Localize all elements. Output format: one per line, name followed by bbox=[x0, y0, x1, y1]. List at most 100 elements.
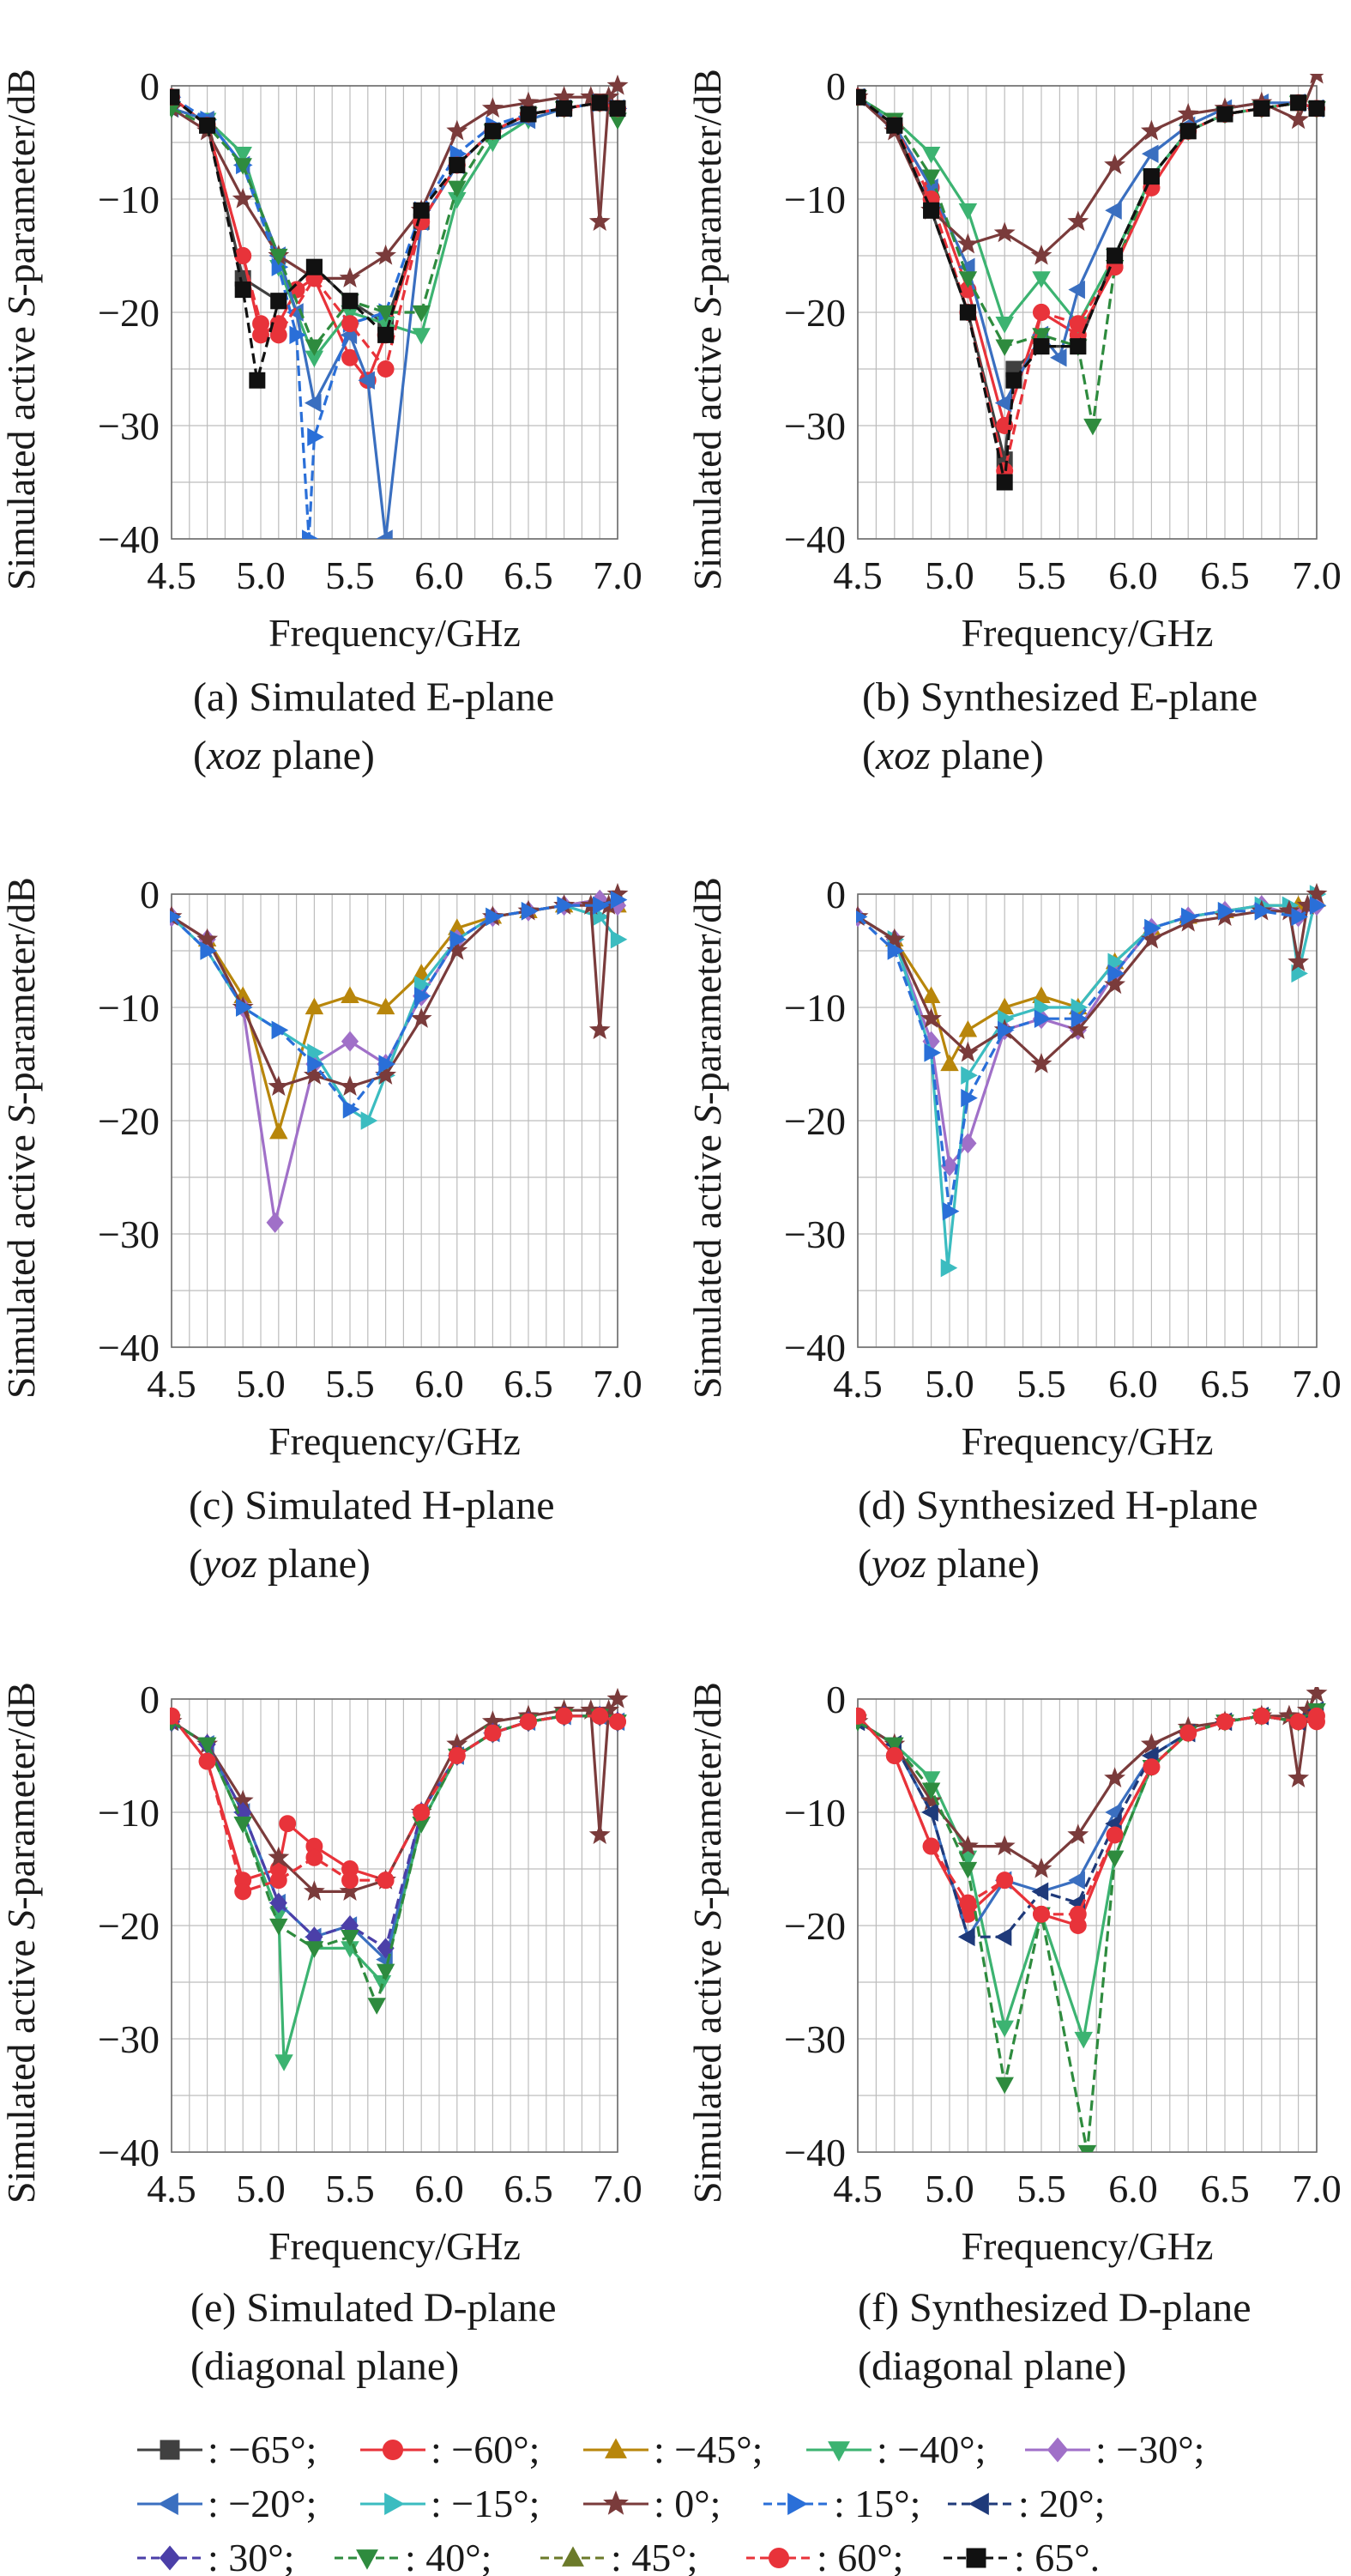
data-point bbox=[232, 187, 254, 209]
plot-frame bbox=[171, 1698, 618, 2153]
x-tick-label: 6.0 bbox=[1108, 553, 1158, 597]
chart-panel-6: 4.5 5.0 5.5 6.0 6.5 7.0 0 −10 −20 −30 −40 Frequency… bbox=[685, 1678, 1342, 2389]
y-tick-label: −10 bbox=[784, 178, 846, 221]
data-point bbox=[449, 156, 466, 173]
data-point bbox=[958, 203, 978, 221]
y-tick-label: −10 bbox=[784, 986, 846, 1030]
data-point bbox=[339, 267, 361, 288]
data-point bbox=[412, 328, 431, 345]
data-point bbox=[341, 315, 359, 333]
legend-marker bbox=[384, 2493, 405, 2515]
y-axis-label: Simulated active S-parameter/dB bbox=[0, 877, 43, 1399]
data-point bbox=[1306, 882, 1328, 904]
data-point bbox=[196, 928, 219, 949]
y-axis-label-italic: S bbox=[0, 297, 43, 317]
data-point bbox=[1291, 964, 1308, 983]
panel-caption-sub: (yoz plane) bbox=[189, 1541, 371, 1587]
data-point bbox=[1005, 372, 1022, 389]
y-tick-label: −30 bbox=[784, 1212, 846, 1256]
data-point bbox=[959, 1894, 977, 1912]
data-point bbox=[200, 941, 217, 960]
data-point bbox=[520, 1713, 537, 1731]
x-tick-label: 6.5 bbox=[504, 553, 553, 597]
y-tick-label: 0 bbox=[140, 1678, 160, 1721]
data-point bbox=[1104, 1767, 1126, 1788]
data-point bbox=[1033, 338, 1050, 355]
data-point bbox=[376, 1963, 395, 1981]
data-point bbox=[1067, 210, 1089, 232]
y-tick-label: −20 bbox=[98, 1904, 160, 1948]
data-point bbox=[413, 202, 430, 219]
data-point bbox=[521, 902, 539, 921]
legend-item: : −60°; bbox=[360, 2428, 540, 2471]
data-point bbox=[305, 393, 322, 413]
data-point bbox=[922, 1837, 940, 1855]
data-point bbox=[996, 417, 1014, 434]
series-5 bbox=[856, 88, 1324, 413]
legend-label: : −60°; bbox=[431, 2428, 540, 2471]
legend-marker bbox=[562, 2546, 584, 2567]
series-3 bbox=[170, 1708, 627, 2071]
panel-caption: (a) Simulated E-plane bbox=[193, 674, 554, 720]
legend-item: : −20°; bbox=[137, 2482, 317, 2525]
series-13 bbox=[856, 1707, 1325, 1923]
x-axis-label: Frequency/GHz bbox=[268, 2224, 521, 2268]
data-point bbox=[377, 360, 395, 378]
y-tick-label: −10 bbox=[98, 1791, 160, 1835]
x-tick-label: 6.0 bbox=[414, 553, 464, 597]
data-point bbox=[305, 997, 324, 1015]
series-line bbox=[857, 1708, 1318, 2041]
legend-label: : 20°; bbox=[1018, 2482, 1105, 2525]
data-point bbox=[268, 1075, 290, 1097]
chart-panel-5: 4.5 5.0 5.5 6.0 6.5 7.0 0 −10 −20 −30 −40 Frequency… bbox=[0, 1678, 642, 2389]
y-tick-label: −30 bbox=[784, 404, 846, 448]
legend-marker bbox=[160, 2440, 180, 2460]
data-point bbox=[1107, 247, 1124, 264]
data-point bbox=[269, 1122, 288, 1140]
y-tick-label: −10 bbox=[784, 1791, 846, 1835]
data-point bbox=[593, 896, 610, 915]
data-point bbox=[1140, 119, 1162, 141]
plot-frame bbox=[857, 85, 1318, 540]
legend-item: : 30°; bbox=[137, 2536, 294, 2576]
data-point bbox=[233, 147, 252, 164]
series-2 bbox=[856, 890, 1326, 1072]
data-point bbox=[305, 1941, 324, 1958]
data-point bbox=[1050, 348, 1067, 367]
data-point bbox=[921, 986, 941, 1003]
data-point bbox=[923, 202, 940, 219]
data-point bbox=[1217, 902, 1235, 921]
legend: : −65°;: −60°;: −45°;: −40°;: −30°;: −20… bbox=[137, 2428, 1204, 2576]
x-tick-label: 5.5 bbox=[325, 2167, 375, 2210]
data-point bbox=[341, 1930, 359, 1947]
legend-marker bbox=[605, 2438, 627, 2458]
x-tick-label: 5.0 bbox=[925, 2167, 974, 2210]
data-point bbox=[1177, 102, 1199, 124]
legend-marker bbox=[968, 2493, 989, 2515]
y-tick-label: −30 bbox=[98, 1212, 160, 1256]
data-point bbox=[921, 1782, 941, 1799]
legend-label: : −20°; bbox=[208, 2482, 317, 2525]
data-point bbox=[269, 1918, 288, 1936]
data-point bbox=[1077, 2144, 1097, 2152]
data-point bbox=[269, 326, 287, 344]
data-point bbox=[1067, 1823, 1089, 1845]
data-point bbox=[1074, 2031, 1093, 2049]
panel-caption: (c) Simulated H-plane bbox=[189, 1483, 555, 1528]
data-point bbox=[885, 1747, 903, 1764]
data-point bbox=[198, 1752, 216, 1770]
data-point bbox=[609, 100, 626, 117]
plot-frame bbox=[171, 85, 618, 540]
x-tick-label: 4.5 bbox=[833, 1362, 883, 1406]
data-point bbox=[234, 247, 252, 264]
data-point bbox=[1030, 1052, 1052, 1073]
legend-item: : −40°; bbox=[806, 2428, 986, 2471]
data-point bbox=[591, 94, 608, 112]
data-point bbox=[305, 258, 323, 275]
data-point bbox=[995, 2020, 1014, 2038]
data-point bbox=[609, 1713, 626, 1731]
data-point bbox=[921, 147, 941, 164]
x-tick-label: 6.5 bbox=[504, 1362, 553, 1406]
data-point bbox=[305, 1848, 323, 1866]
series-line bbox=[171, 1698, 619, 1893]
